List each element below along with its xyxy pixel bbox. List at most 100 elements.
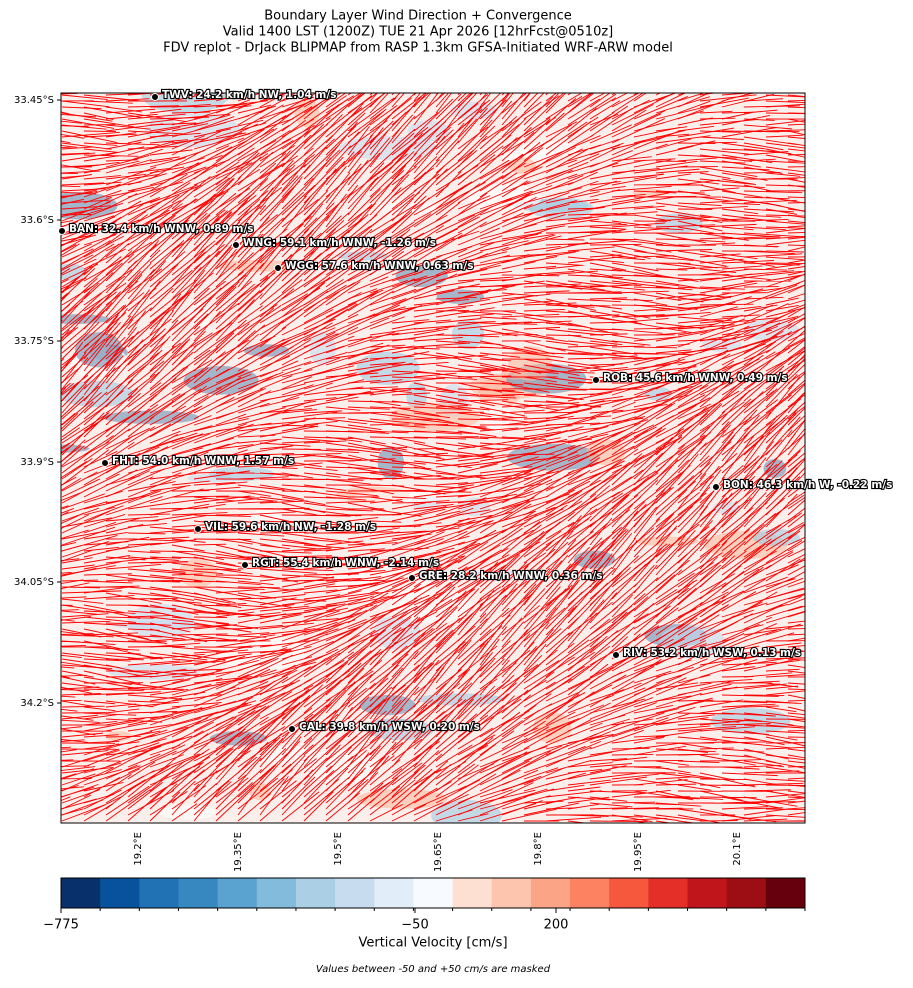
- wind-vector: [810, 713, 850, 723]
- colorbar-cell: [218, 878, 258, 908]
- lon-tick-label: 19.35°E: [233, 832, 244, 872]
- station-marker: [409, 575, 416, 582]
- wind-vector: [524, 67, 551, 95]
- lon-tick-label: 19.8°E: [533, 832, 544, 866]
- wind-vector: [810, 276, 840, 293]
- wind-vector: [40, 405, 61, 431]
- colorbar-cell: [453, 878, 493, 908]
- wind-vector: [810, 765, 857, 767]
- wind-vector: [634, 63, 677, 95]
- lon-tick-label: 19.95°E: [633, 832, 644, 872]
- wind-vector: [810, 508, 844, 533]
- wind-vector: [810, 227, 861, 228]
- wind-vector: [810, 378, 850, 419]
- station-marker: [593, 377, 600, 384]
- wind-vector: [810, 300, 860, 329]
- wind-vector: [40, 347, 63, 377]
- wind-vector: [810, 677, 857, 679]
- wind-vector: [590, 63, 622, 95]
- shade: [160, 805, 216, 820]
- wind-vector: [810, 173, 855, 176]
- wind-vector: [810, 273, 858, 287]
- wind-vector: [810, 143, 855, 147]
- wind-vector: [810, 402, 831, 425]
- wind-vector: [810, 497, 859, 521]
- wind-vector: [810, 453, 836, 473]
- wind-vector: [810, 203, 848, 209]
- wind-vector: [40, 173, 78, 174]
- wind-vector: [810, 346, 849, 377]
- wind-vector: [810, 318, 837, 335]
- wind-vector: [810, 773, 850, 778]
- title-line: Valid 1400 LST (1200Z) TUE 21 Apr 2026 […: [223, 25, 614, 40]
- colorbar-tick-label: 200: [544, 918, 569, 933]
- lon-tick-label: 19.5°E: [333, 832, 344, 866]
- wind-vector: [810, 258, 861, 281]
- wind-vector: [810, 197, 861, 204]
- wind-vector: [810, 289, 847, 299]
- station-label: BON: 46.3 km/h W, -0.22 m/s: [723, 479, 892, 491]
- wind-vector: [392, 62, 422, 95]
- wind-vector: [788, 820, 833, 821]
- wind-field: [33, 55, 870, 831]
- station-label: ROB: 45.6 km/h WNW, 0.49 m/s: [603, 372, 788, 384]
- wind-vector: [84, 131, 116, 132]
- wind-vector: [810, 776, 868, 785]
- wind-vector: [744, 695, 784, 696]
- wind-vector: [810, 569, 852, 581]
- wind-vector: [810, 248, 850, 257]
- lat-tick-label: 33.75°S: [14, 336, 54, 347]
- wind-vector: [810, 590, 868, 605]
- colorbar-cell: [257, 878, 297, 908]
- wind-vector: [810, 752, 869, 755]
- station-marker: [713, 484, 720, 491]
- wind-vector: [810, 221, 857, 224]
- wind-vector: [810, 811, 858, 815]
- station-label: RIV: 53.2 km/h WSW, 0.13 m/s: [623, 647, 801, 659]
- wind-vector: [810, 671, 853, 673]
- title-line: Boundary Layer Wind Direction + Converge…: [264, 9, 572, 24]
- wind-vector: [810, 155, 843, 160]
- wind-vector: [810, 161, 867, 162]
- wind-vector: [810, 814, 862, 821]
- wind-vector: [810, 149, 868, 159]
- colorbar-tick-label: −50: [401, 918, 428, 933]
- wind-vector: [810, 364, 837, 383]
- station-marker: [275, 265, 282, 272]
- wind-vector: [810, 553, 841, 563]
- wind-vector: [810, 659, 845, 661]
- wind-vector: [348, 72, 384, 95]
- wind-vector: [810, 641, 863, 645]
- wind-vector: [810, 328, 846, 365]
- colorbar-cell: [727, 878, 767, 908]
- wind-vector: [810, 578, 849, 593]
- station-label: TWV: 24.2 km/h NW, 1.04 m/s: [162, 89, 336, 101]
- wind-vector: [810, 646, 857, 647]
- station-marker: [102, 460, 109, 467]
- wind-vector: [810, 534, 861, 551]
- footnote: Values between -50 and +50 cm/s are mask…: [316, 964, 551, 975]
- lat-tick-label: 34.2°S: [20, 698, 54, 709]
- wind-vector: [810, 559, 845, 569]
- wind-vector: [810, 529, 858, 545]
- colorbar-cell: [766, 878, 806, 908]
- wind-vector: [546, 61, 574, 95]
- station-label: WGG: 57.6 km/h WNW, 0.63 m/s: [285, 260, 473, 272]
- colorbar-cell: [570, 878, 610, 908]
- wind-vector: [810, 386, 842, 431]
- wind-vector: [810, 241, 842, 245]
- wind-vector: [810, 749, 845, 752]
- wind-vector: [810, 299, 847, 323]
- wind-vector: [568, 72, 600, 95]
- wind-vector: [810, 373, 832, 395]
- colorbar-cell: [335, 878, 375, 908]
- colorbar-cell: [648, 878, 688, 908]
- wind-vector: [810, 176, 849, 179]
- wind-vector: [810, 804, 844, 809]
- wind-vector: [436, 62, 475, 95]
- wind-vector: [810, 504, 841, 527]
- wind-vector: [502, 74, 526, 95]
- wind-vector: [810, 662, 869, 665]
- station-label: VIL: 59.6 km/h NW, -1.28 m/s: [205, 521, 376, 533]
- colorbar-label: Vertical Velocity [cm/s]: [358, 936, 507, 951]
